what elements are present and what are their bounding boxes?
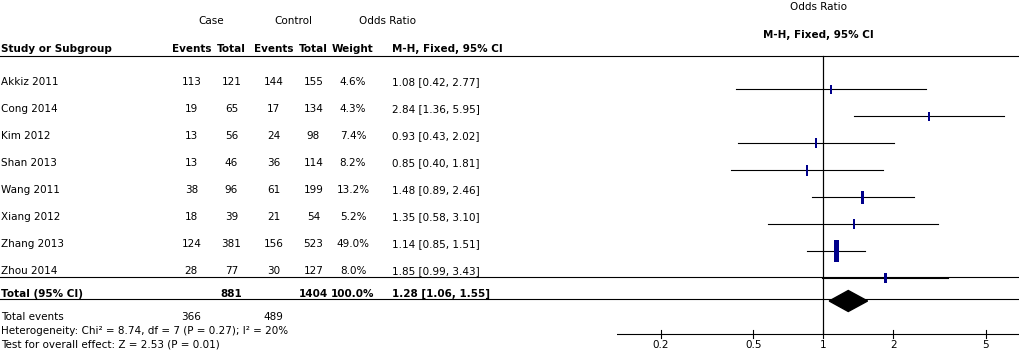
- Text: 113: 113: [181, 77, 201, 87]
- Text: 1.35 [0.58, 3.10]: 1.35 [0.58, 3.10]: [391, 212, 479, 222]
- Text: 1.14 [0.85, 1.51]: 1.14 [0.85, 1.51]: [391, 239, 479, 249]
- Text: 56: 56: [224, 131, 237, 141]
- Text: 0.85 [0.40, 1.81]: 0.85 [0.40, 1.81]: [391, 158, 479, 168]
- Text: 134: 134: [304, 104, 323, 114]
- Text: 36: 36: [267, 158, 280, 168]
- Text: 13: 13: [184, 158, 198, 168]
- Text: 24: 24: [267, 131, 280, 141]
- Text: Total: Total: [299, 44, 327, 54]
- Text: 77: 77: [224, 266, 237, 276]
- Text: 127: 127: [304, 266, 323, 276]
- Text: 30: 30: [267, 266, 279, 276]
- Text: 121: 121: [221, 77, 242, 87]
- Text: Kim 2012: Kim 2012: [1, 131, 51, 141]
- Text: 1: 1: [819, 340, 825, 350]
- Text: 144: 144: [263, 77, 283, 87]
- Text: 65: 65: [224, 104, 237, 114]
- Text: 100.0%: 100.0%: [331, 289, 374, 299]
- Text: M-H, Fixed, 95% CI: M-H, Fixed, 95% CI: [391, 44, 502, 54]
- Text: Total events: Total events: [1, 312, 64, 322]
- Text: Odds Ratio: Odds Ratio: [359, 16, 416, 26]
- Text: Akkiz 2011: Akkiz 2011: [1, 77, 59, 87]
- Text: Events: Events: [254, 44, 292, 54]
- Text: 114: 114: [304, 158, 323, 168]
- Text: 38: 38: [184, 185, 198, 195]
- Text: 2.84 [1.36, 5.95]: 2.84 [1.36, 5.95]: [391, 104, 479, 114]
- Text: 8.2%: 8.2%: [339, 158, 366, 168]
- Text: Zhang 2013: Zhang 2013: [1, 239, 64, 249]
- Text: 4.6%: 4.6%: [339, 77, 366, 87]
- Text: 8.0%: 8.0%: [339, 266, 366, 276]
- Bar: [814, 138, 816, 148]
- Bar: [861, 190, 863, 204]
- Text: 1.48 [0.89, 2.46]: 1.48 [0.89, 2.46]: [391, 185, 479, 195]
- Text: 1404: 1404: [299, 289, 328, 299]
- Text: Test for overall effect: Z = 2.53 (P = 0.01): Test for overall effect: Z = 2.53 (P = 0…: [1, 340, 220, 350]
- Text: Heterogeneity: Chi² = 8.74, df = 7 (P = 0.27); I² = 20%: Heterogeneity: Chi² = 8.74, df = 7 (P = …: [1, 326, 288, 336]
- Bar: [805, 165, 807, 175]
- Text: Odds Ratio: Odds Ratio: [790, 2, 846, 12]
- Text: M-H, Fixed, 95% CI: M-H, Fixed, 95% CI: [762, 30, 873, 40]
- Text: 0.2: 0.2: [652, 340, 668, 350]
- Text: 13: 13: [184, 131, 198, 141]
- Text: 0.93 [0.43, 2.02]: 0.93 [0.43, 2.02]: [391, 131, 479, 141]
- Text: 5.2%: 5.2%: [339, 212, 366, 222]
- Text: 13.2%: 13.2%: [336, 185, 369, 195]
- Text: 1.85 [0.99, 3.43]: 1.85 [0.99, 3.43]: [391, 266, 479, 276]
- Text: 28: 28: [184, 266, 198, 276]
- Text: 2: 2: [890, 340, 896, 350]
- Text: 4.3%: 4.3%: [339, 104, 366, 114]
- Text: 17: 17: [267, 104, 280, 114]
- Polygon shape: [828, 290, 867, 312]
- Text: 156: 156: [263, 239, 283, 249]
- Text: Study or Subgroup: Study or Subgroup: [1, 44, 112, 54]
- Text: 523: 523: [304, 239, 323, 249]
- Bar: [829, 85, 832, 94]
- Text: 1.28 [1.06, 1.55]: 1.28 [1.06, 1.55]: [391, 289, 489, 299]
- Text: Total: Total: [217, 44, 246, 54]
- Text: 19: 19: [184, 104, 198, 114]
- Text: Case: Case: [199, 16, 224, 26]
- Text: 381: 381: [221, 239, 242, 249]
- Text: Weight: Weight: [332, 44, 374, 54]
- Text: 39: 39: [224, 212, 237, 222]
- Text: 5: 5: [981, 340, 988, 350]
- Text: Events: Events: [171, 44, 211, 54]
- Text: 96: 96: [224, 185, 237, 195]
- Bar: [852, 219, 854, 229]
- Text: 18: 18: [184, 212, 198, 222]
- Text: 7.4%: 7.4%: [339, 131, 366, 141]
- Text: Xiang 2012: Xiang 2012: [1, 212, 60, 222]
- Text: 0.5: 0.5: [744, 340, 761, 350]
- Text: 61: 61: [267, 185, 280, 195]
- Text: Cong 2014: Cong 2014: [1, 104, 58, 114]
- Text: Control: Control: [274, 16, 312, 26]
- Text: 46: 46: [224, 158, 237, 168]
- Bar: [883, 273, 886, 283]
- Bar: [927, 112, 929, 120]
- Text: 124: 124: [181, 239, 201, 249]
- Text: 881: 881: [220, 289, 243, 299]
- Text: Wang 2011: Wang 2011: [1, 185, 60, 195]
- Text: 54: 54: [307, 212, 320, 222]
- Text: Total (95% CI): Total (95% CI): [1, 289, 84, 299]
- Text: Shan 2013: Shan 2013: [1, 158, 57, 168]
- Bar: [834, 240, 839, 262]
- Text: 49.0%: 49.0%: [336, 239, 369, 249]
- Text: 1.08 [0.42, 2.77]: 1.08 [0.42, 2.77]: [391, 77, 479, 87]
- Text: 489: 489: [263, 312, 283, 322]
- Text: 155: 155: [304, 77, 323, 87]
- Text: Zhou 2014: Zhou 2014: [1, 266, 57, 276]
- Text: 98: 98: [307, 131, 320, 141]
- Text: 199: 199: [304, 185, 323, 195]
- Text: 21: 21: [267, 212, 280, 222]
- Text: 366: 366: [181, 312, 201, 322]
